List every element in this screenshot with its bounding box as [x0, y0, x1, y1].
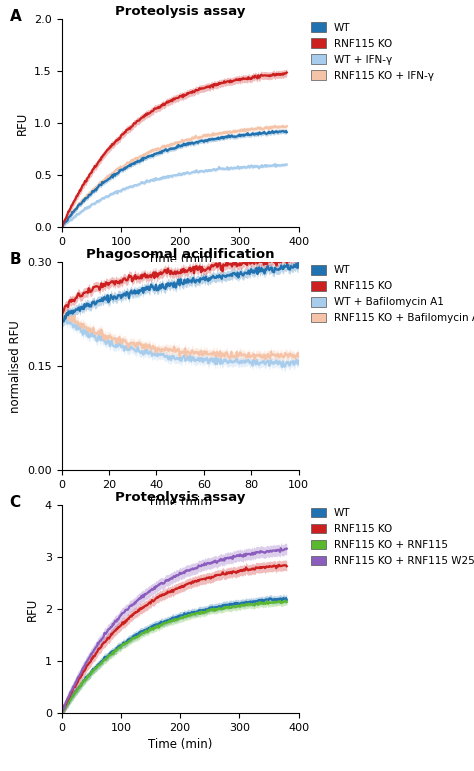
Legend: WT, RNF115 KO, WT + Bafilomycin A1, RNF115 KO + Bafilomycin A1: WT, RNF115 KO, WT + Bafilomycin A1, RNF1…: [311, 265, 474, 323]
X-axis label: Time (min): Time (min): [148, 496, 212, 509]
Text: B: B: [9, 252, 21, 267]
Title: Phagosomal acidification: Phagosomal acidification: [86, 248, 274, 261]
Legend: WT, RNF115 KO, WT + IFN-γ, RNF115 KO + IFN-γ: WT, RNF115 KO, WT + IFN-γ, RNF115 KO + I…: [311, 22, 434, 80]
Text: C: C: [9, 495, 20, 510]
X-axis label: Time (min): Time (min): [148, 739, 212, 752]
Title: Proteolysis assay: Proteolysis assay: [115, 5, 246, 18]
Text: A: A: [9, 8, 21, 24]
Y-axis label: RFU: RFU: [16, 112, 28, 135]
Title: Proteolysis assay: Proteolysis assay: [115, 491, 246, 503]
X-axis label: Time (min): Time (min): [148, 253, 212, 266]
Legend: WT, RNF115 KO, RNF115 KO + RNF115, RNF115 KO + RNF115 W259A: WT, RNF115 KO, RNF115 KO + RNF115, RNF11…: [311, 508, 474, 566]
Y-axis label: normalised RFU: normalised RFU: [9, 320, 22, 412]
Y-axis label: RFU: RFU: [26, 598, 39, 621]
